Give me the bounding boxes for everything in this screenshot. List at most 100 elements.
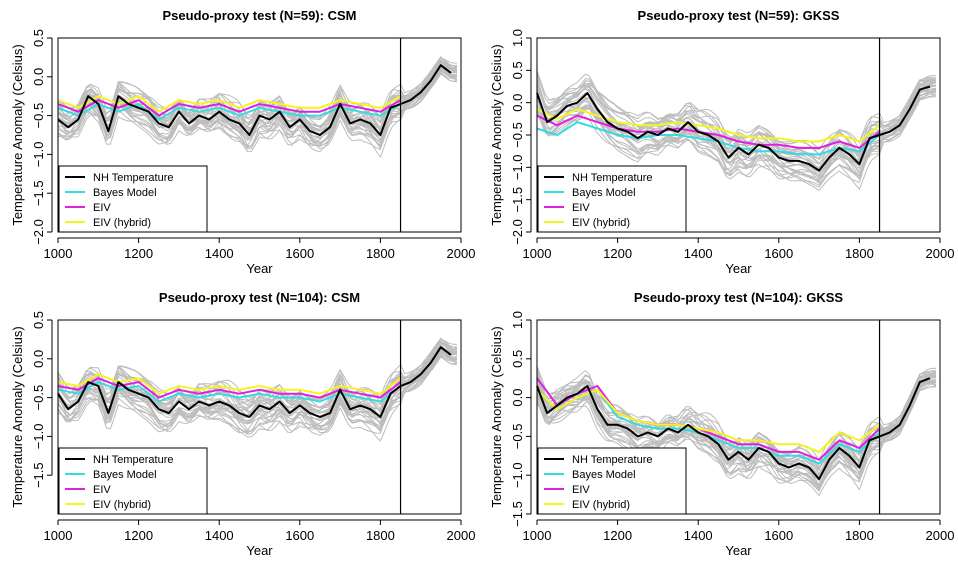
y-tick-label: −0.5: [31, 103, 46, 129]
series-line-eiv-hybrid: [57, 373, 402, 395]
x-tick-label: 2000: [447, 246, 476, 261]
legend-label: NH Temperature: [572, 454, 653, 466]
series-line-eiv: [57, 377, 402, 399]
x-tick-label: 2000: [926, 528, 955, 543]
y-tick-label: −0.5: [510, 424, 525, 450]
ensemble-member-line: [57, 348, 458, 425]
ensemble-member-line: [57, 337, 458, 405]
series-line-eiv-hybrid: [536, 108, 881, 143]
legend: NH Temperature Bayes Model EIV EIV (hybrid): [537, 165, 687, 233]
ensemble-member-line: [57, 352, 458, 429]
ensemble-member-line: [57, 58, 458, 129]
legend: NH Temperature Bayes Model EIV EIV (hybrid): [58, 447, 208, 515]
y-axis-label: Temperature Anomaly (Celsius): [10, 326, 25, 507]
chart-panel-4: 1000 1200 1400 1600 1800 2000 −1.5 −1.0 −0.5 0.0 0…: [479, 282, 958, 563]
series-line-eiv-hybrid: [536, 388, 881, 453]
legend-label: EIV: [93, 202, 111, 214]
legend-label: Bayes Model: [93, 469, 157, 481]
ensemble-member-line: [57, 56, 458, 124]
y-tick-label: 0.0: [31, 68, 46, 86]
x-axis-label: Year: [246, 261, 273, 276]
ensemble-member-line: [57, 56, 458, 125]
y-tick-label: 0.0: [510, 389, 525, 407]
y-tick-label: −1.5: [510, 501, 525, 527]
y-axis-label: Temperature Anomaly (Celsius): [10, 44, 25, 225]
y-tick-label: −1.0: [510, 462, 525, 488]
ensemble-member-line: [536, 72, 937, 156]
x-tick-label: 2000: [447, 528, 476, 543]
chart-title: Pseudo-proxy test (N=59): CSM: [163, 8, 357, 23]
ensemble-member-line: [536, 371, 937, 472]
chart-svg-4: 1000 1200 1400 1600 1800 2000 −1.5 −1.0 −0.5 0.0 0…: [489, 290, 955, 558]
chart-svg-3: 1000 1200 1400 1600 1800 2000 −1.5 −1.0 −0.5 0.0 0…: [10, 290, 476, 558]
y-tick-label: −1.5: [31, 180, 46, 206]
plot-frame: [57, 37, 462, 233]
y-tick-label: −1.0: [510, 154, 525, 180]
ensemble-member-line: [536, 90, 937, 183]
series-line-nh-temperature: [536, 377, 931, 481]
x-tick-label: 1000: [44, 528, 73, 543]
chart-panel-2: 1000 1200 1400 1600 1800 2000 −2.0 −1.5 −1.0 −0.5…: [479, 0, 958, 281]
y-tick-label: 0.5: [31, 29, 46, 47]
x-tick-label: 1600: [764, 528, 793, 543]
chart-panel-1: 1000 1200 1400 1600 1800 2000 −2.0 −1.5 −1.0 −0.5…: [0, 0, 479, 281]
x-tick-label: 1400: [684, 528, 713, 543]
x-tick-label: 1200: [124, 528, 153, 543]
y-tick-label: 0.5: [510, 61, 525, 79]
legend-label: EIV (hybrid): [572, 499, 630, 511]
y-tick-label: 0.5: [31, 311, 46, 329]
series-line-nh-temperature: [57, 346, 452, 418]
chart-title: Pseudo-proxy test (N=59): GKSS: [638, 8, 840, 23]
y-tick-label: 0.5: [510, 350, 525, 368]
x-tick-label: 1800: [845, 528, 874, 543]
x-axis-label: Year: [725, 261, 752, 276]
y-tick-label: −0.5: [510, 122, 525, 148]
series-line-nh-temperature: [536, 85, 931, 172]
y-tick-label: −0.5: [31, 385, 46, 411]
x-tick-label: 1800: [366, 246, 395, 261]
legend-label: NH Temperature: [93, 454, 174, 466]
chart-panel-3: 1000 1200 1400 1600 1800 2000 −1.5 −1.0 −0.5 0.0 0…: [0, 282, 479, 563]
y-tick-label: −2.0: [31, 219, 46, 245]
legend: NH Temperature Bayes Model EIV EIV (hybrid): [58, 165, 208, 233]
y-tick-label: −1.5: [31, 462, 46, 488]
x-axis-label: Year: [725, 543, 752, 558]
y-tick-label: 0.0: [31, 350, 46, 368]
x-tick-label: 1600: [285, 246, 314, 261]
ensemble-member-line: [536, 70, 937, 154]
ensemble-member-line: [536, 91, 937, 182]
legend-label: EIV: [93, 484, 111, 496]
x-tick-label: 1200: [603, 528, 632, 543]
plot-frame: [536, 319, 941, 515]
y-axis-label: Temperature Anomaly (Celsius): [489, 326, 504, 507]
x-tick-label: 1400: [684, 246, 713, 261]
x-tick-label: 1000: [44, 246, 73, 261]
x-tick-label: 1800: [845, 246, 874, 261]
plot-frame: [536, 37, 941, 233]
chart-title: Pseudo-proxy test (N=104): GKSS: [634, 290, 843, 305]
legend-label: EIV: [572, 202, 590, 214]
y-tick-label: 0.0: [510, 94, 525, 112]
chart-svg-1: 1000 1200 1400 1600 1800 2000 −2.0 −1.5 −1.0 −0.5…: [10, 8, 476, 276]
legend-label: Bayes Model: [572, 469, 636, 481]
series-line-eiv-hybrid: [57, 95, 402, 113]
legend-label: EIV: [572, 484, 590, 496]
x-tick-label: 1800: [366, 528, 395, 543]
x-tick-label: 1600: [764, 246, 793, 261]
y-tick-label: −1.0: [31, 424, 46, 450]
legend-label: Bayes Model: [572, 187, 636, 199]
legend-label: NH Temperature: [93, 172, 174, 184]
chart-title: Pseudo-proxy test (N=104): CSM: [159, 290, 360, 305]
y-axis-label: Temperature Anomaly (Celsius): [489, 44, 504, 225]
x-axis-label: Year: [246, 543, 273, 558]
ensemble-member-line: [536, 92, 937, 191]
x-tick-label: 1200: [124, 246, 153, 261]
series-line-eiv: [536, 114, 881, 149]
ensemble-member-line: [536, 71, 937, 155]
legend-label: NH Temperature: [572, 172, 653, 184]
y-tick-label: 1.0: [510, 311, 525, 329]
ensemble-member-line: [536, 367, 937, 469]
x-tick-label: 1400: [205, 528, 234, 543]
legend: NH Temperature Bayes Model EIV EIV (hybrid): [537, 447, 687, 515]
x-tick-label: 2000: [926, 246, 955, 261]
